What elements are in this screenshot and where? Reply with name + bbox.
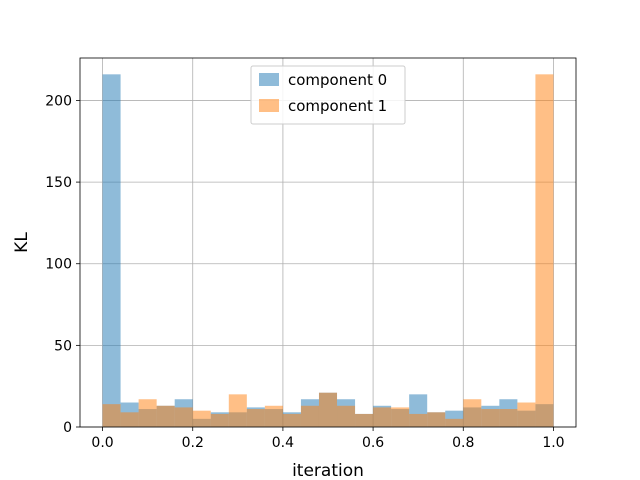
y-tick-label: 100	[45, 257, 72, 273]
x-tick-label: 0.4	[272, 435, 294, 451]
histogram-bar	[517, 402, 536, 427]
y-tick-label: 150	[45, 175, 72, 191]
histogram-bar	[355, 413, 374, 427]
histogram-bar	[300, 405, 319, 427]
histogram-bar	[535, 74, 554, 428]
legend-box	[250, 65, 406, 125]
histogram-bar	[427, 412, 446, 427]
x-tick-label: 0.0	[91, 435, 113, 451]
histogram-bar	[174, 407, 193, 427]
histogram-bar	[210, 413, 229, 427]
x-tick-label: 0.2	[182, 435, 204, 451]
histogram-bar	[192, 410, 211, 427]
x-tick-label: 0.8	[452, 435, 474, 451]
histogram-bar	[102, 74, 121, 428]
histogram-bar	[156, 405, 175, 427]
legend-label: component 0	[288, 71, 387, 89]
x-axis-label: iteration	[292, 461, 364, 480]
histogram-bar	[120, 412, 139, 427]
histogram-bar	[246, 409, 265, 427]
y-tick-label: 0	[63, 420, 72, 436]
bars-layer	[102, 74, 554, 428]
y-tick-label: 200	[45, 93, 72, 109]
histogram-bar	[318, 392, 338, 427]
histogram-bar	[337, 405, 356, 427]
legend-swatch	[259, 73, 279, 86]
legend: component 0 component 1	[250, 65, 406, 125]
histogram-bar	[481, 409, 500, 427]
histogram-bar	[102, 404, 121, 427]
histogram-bar	[373, 407, 392, 427]
histogram-bar	[463, 399, 482, 427]
x-tick-label: 1.0	[542, 435, 564, 451]
histogram-bar	[264, 405, 283, 427]
legend-swatch	[259, 99, 279, 112]
histogram-bar	[499, 409, 518, 427]
plot-frame	[79, 57, 577, 428]
histogram-bar	[409, 413, 428, 427]
legend-label: component 1	[288, 97, 387, 115]
y-tick-label: 50	[54, 338, 72, 354]
histogram-bar	[138, 399, 157, 427]
x-tick-label: 0.6	[362, 435, 384, 451]
histogram-bar	[228, 394, 247, 427]
ticks-layer: 0.0 0.2 0.4 0.6 0.8 1.0 0 50 100 150 200	[45, 93, 564, 451]
histogram-bar	[391, 407, 410, 427]
histogram-bar	[445, 418, 464, 427]
histogram-bar	[282, 413, 301, 427]
y-axis-label: KL	[12, 232, 32, 253]
series-0-bars	[102, 74, 554, 428]
series-1-bars	[102, 74, 554, 428]
